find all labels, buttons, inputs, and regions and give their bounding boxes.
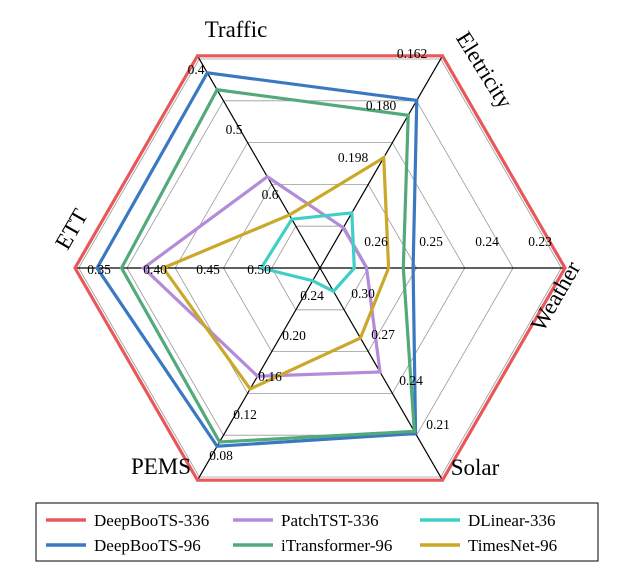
tick-ett-2: 0.45 [196,262,220,277]
axis-title-traffic: Traffic [205,17,268,42]
tick-ett-1: 0.40 [143,262,167,277]
series-deepboots-336 [73,54,567,482]
tick-weather-2: 0.25 [419,234,443,249]
series-itransformer-96 [119,88,417,444]
tick-labels: 0.4 0.5 0.6 0.162 0.180 0.198 0.23 0.24 … [87,46,552,463]
axis-title-pems: PEMS [131,454,191,479]
series-patchtst-336 [141,174,382,378]
tick-weather-1: 0.24 [475,234,499,249]
tick-traffic-2: 0.6 [262,187,279,202]
tick-pems-0: 0.08 [209,448,233,463]
axis-spoke-3 [319,267,444,481]
legend-frame [35,502,599,562]
series-timesnet-96 [160,154,391,391]
axis-spoke-0 [196,55,321,269]
tick-ett-3: 0.50 [247,262,271,277]
tick-pems-1: 0.12 [233,407,257,422]
radar-series [73,54,567,482]
tick-pems-2: 0.16 [258,369,282,384]
axis-title-electricity: Eletricity [451,27,518,113]
tick-electricity-2: 0.198 [338,150,369,165]
tick-solar-0: 0.21 [426,417,450,432]
tick-pems-3: 0.20 [282,328,306,343]
axis-spoke-1 [319,55,444,269]
tick-weather-0: 0.23 [528,234,552,249]
tick-electricity-1: 0.180 [366,98,397,113]
legend-label-deepboots-336: DeepBooTS-336 [94,511,209,530]
tick-traffic-0: 0.4 [188,62,205,77]
tick-pems-4: 0.24 [300,288,324,303]
legend: DeepBooTS-336 PatchTST-336 DLinear-336 Deep… [35,502,599,562]
legend-label-dlinear-336: DLinear-336 [468,511,555,530]
tick-traffic-1: 0.5 [226,122,243,137]
legend-label-patchtst-336: PatchTST-336 [281,511,379,530]
tick-solar-2: 0.27 [371,327,395,342]
tick-solar-3: 0.30 [351,286,375,301]
legend-label-deepboots-96: DeepBooTS-96 [94,536,201,555]
legend-label-itransformer-96: iTransformer-96 [281,536,392,555]
tick-ett-0: 0.35 [87,262,111,277]
series-dlinear-336 [258,211,356,294]
tick-solar-1: 0.24 [399,373,423,388]
legend-label-timesnet-96: TimesNet-96 [468,536,557,555]
series-deepboots-96 [95,71,419,448]
axis-title-solar: Solar [451,455,500,480]
tick-electricity-0: 0.162 [397,46,427,61]
tick-weather-3: 0.26 [364,234,388,249]
